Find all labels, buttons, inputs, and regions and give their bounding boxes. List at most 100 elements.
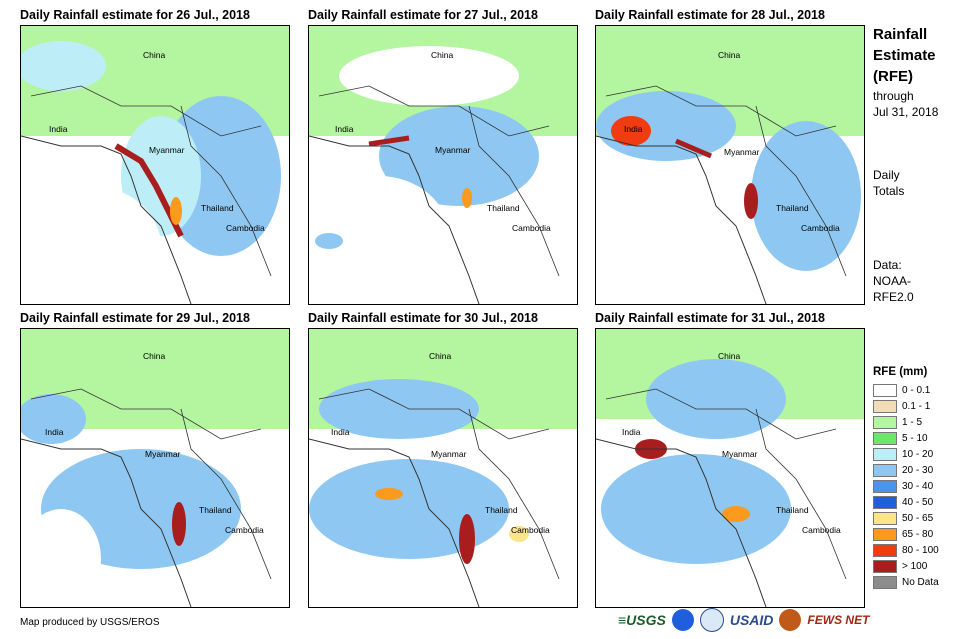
panel-title-5: Daily Rainfall estimate for 30 Jul., 201… [308, 311, 538, 325]
blue-fill-northwest [21, 394, 86, 444]
blue-fill-northeast [646, 359, 786, 439]
legend-swatch [873, 447, 897, 461]
legend-title: RFE (mm) [873, 366, 928, 378]
rainfall-map-29-jul: China India Myanmar Thailand Cambodia [20, 328, 290, 608]
blue-fill-south [309, 459, 509, 559]
legend-label: 50 - 65 [902, 512, 934, 524]
sidebar-date: through Jul 31, 2018 [873, 88, 938, 120]
legend-swatch [873, 415, 897, 429]
map-label-china: China [718, 50, 741, 60]
map-graphic [21, 26, 289, 304]
heavy-rain-band [675, 138, 712, 159]
map-label-thailand: Thailand [201, 203, 234, 213]
heavy-rain-cell-west [611, 116, 651, 146]
map-label-myanmar: Myanmar [724, 147, 760, 157]
map-label-india: India [49, 124, 68, 134]
map-label-myanmar: Myanmar [431, 449, 467, 459]
sidebar-through: through [873, 89, 914, 103]
map-label-thailand: Thailand [776, 203, 809, 213]
sidebar-totals: Totals [873, 184, 905, 198]
usgs-logo: ≡USGS [618, 612, 666, 628]
legend-label: 10 - 20 [902, 448, 934, 460]
map-label-india: India [335, 124, 354, 134]
panel-title-1: Daily Rainfall estimate for 26 Jul., 201… [20, 8, 250, 22]
legend-label: 20 - 30 [902, 464, 934, 476]
map-label-cambodia: Cambodia [801, 223, 840, 233]
sidebar-title-line2: Estimate [873, 47, 936, 64]
sidebar-title-line3: (RFE) [873, 68, 913, 85]
map-label-thailand: Thailand [199, 505, 232, 515]
white-fill-southwest [21, 186, 161, 304]
coastline [309, 438, 480, 607]
sidebar-data-label: Data: [873, 258, 902, 272]
legend-swatch [873, 527, 897, 541]
panel-title-3: Daily Rainfall estimate for 28 Jul., 201… [595, 8, 825, 22]
panel-title-2: Daily Rainfall estimate for 27 Jul., 201… [308, 8, 538, 22]
heavy-rain-cell-east [509, 526, 529, 542]
fewsnet-logo: FEWS NET [807, 613, 870, 627]
legend-row: 30 - 40 [873, 479, 933, 493]
map-label-thailand: Thailand [485, 505, 518, 515]
fewsnet-globe-icon [779, 609, 802, 631]
blue-fill-center [379, 106, 539, 206]
legend-row: 0 - 0.1 [873, 383, 930, 397]
legend-row: 65 - 80 [873, 527, 933, 541]
map-graphic [309, 26, 577, 304]
legend-label: 0.1 - 1 [902, 400, 931, 412]
coastline [21, 438, 192, 607]
legend-swatch [873, 575, 897, 589]
heavy-rain-cell [462, 188, 472, 208]
legend-label: 40 - 50 [902, 496, 934, 508]
legend-swatch [873, 383, 897, 397]
legend-label: 0 - 0.1 [902, 384, 931, 396]
legend-label: 65 - 80 [902, 528, 934, 540]
rainfall-map-27-jul: China India Myanmar Thailand Cambodia [308, 25, 578, 305]
legend-swatch [873, 479, 897, 493]
legend-row: 5 - 10 [873, 431, 928, 445]
border-lines [30, 85, 272, 277]
legend-swatch [873, 495, 897, 509]
legend-swatch [873, 543, 897, 557]
border-lines [605, 388, 847, 580]
heavy-rain-cell [170, 197, 182, 225]
map-label-myanmar: Myanmar [145, 449, 181, 459]
map-label-thailand: Thailand [487, 203, 520, 213]
blue-fill-east [751, 121, 861, 271]
border-lines [605, 85, 847, 277]
sidebar-data-source: Data: NOAA- RFE2.0 [873, 257, 914, 305]
map-label-china: China [431, 50, 454, 60]
legend-label: 80 - 100 [902, 544, 939, 556]
sidebar-daily: Daily [873, 168, 900, 182]
map-label-thailand: Thailand [776, 505, 809, 515]
map-label-china: China [143, 50, 166, 60]
legend-swatch [873, 559, 897, 573]
blue-fill-southwest [315, 233, 343, 249]
usaid-logo: USAID [729, 612, 774, 628]
sidebar-title-line1: Rainfall [873, 26, 928, 43]
heavy-rain-cell-center [744, 183, 758, 219]
white-fill-north [339, 46, 519, 106]
border-lines [318, 388, 560, 580]
legend-swatch [873, 511, 897, 525]
usaid-seal-icon [699, 608, 724, 632]
legend-label: 5 - 10 [902, 432, 928, 444]
legend-label: No Data [902, 576, 939, 588]
map-label-china: China [718, 351, 741, 361]
map-label-india: India [45, 427, 64, 437]
sidebar-period: Daily Totals [873, 167, 904, 199]
legend-label: 30 - 40 [902, 480, 934, 492]
legend-swatch [873, 431, 897, 445]
rainfall-map-26-jul: China India Myanmar Thailand Cambodia [20, 25, 290, 305]
white-fill-southwest [21, 509, 101, 607]
map-label-india: India [622, 427, 641, 437]
sidebar-data-source1: NOAA- [873, 274, 912, 288]
legend-label: > 100 [902, 560, 928, 572]
legend-label: 1 - 5 [902, 416, 923, 428]
heavy-rain-cell-south [722, 506, 750, 522]
map-label-cambodia: Cambodia [511, 525, 550, 535]
rainfall-map-31-jul: China India Myanmar Thailand Cambodia [595, 328, 865, 608]
blue-fill-south [601, 454, 791, 564]
legend-row: No Data [873, 575, 939, 589]
border-lines [318, 85, 560, 277]
legend-row: 40 - 50 [873, 495, 933, 509]
